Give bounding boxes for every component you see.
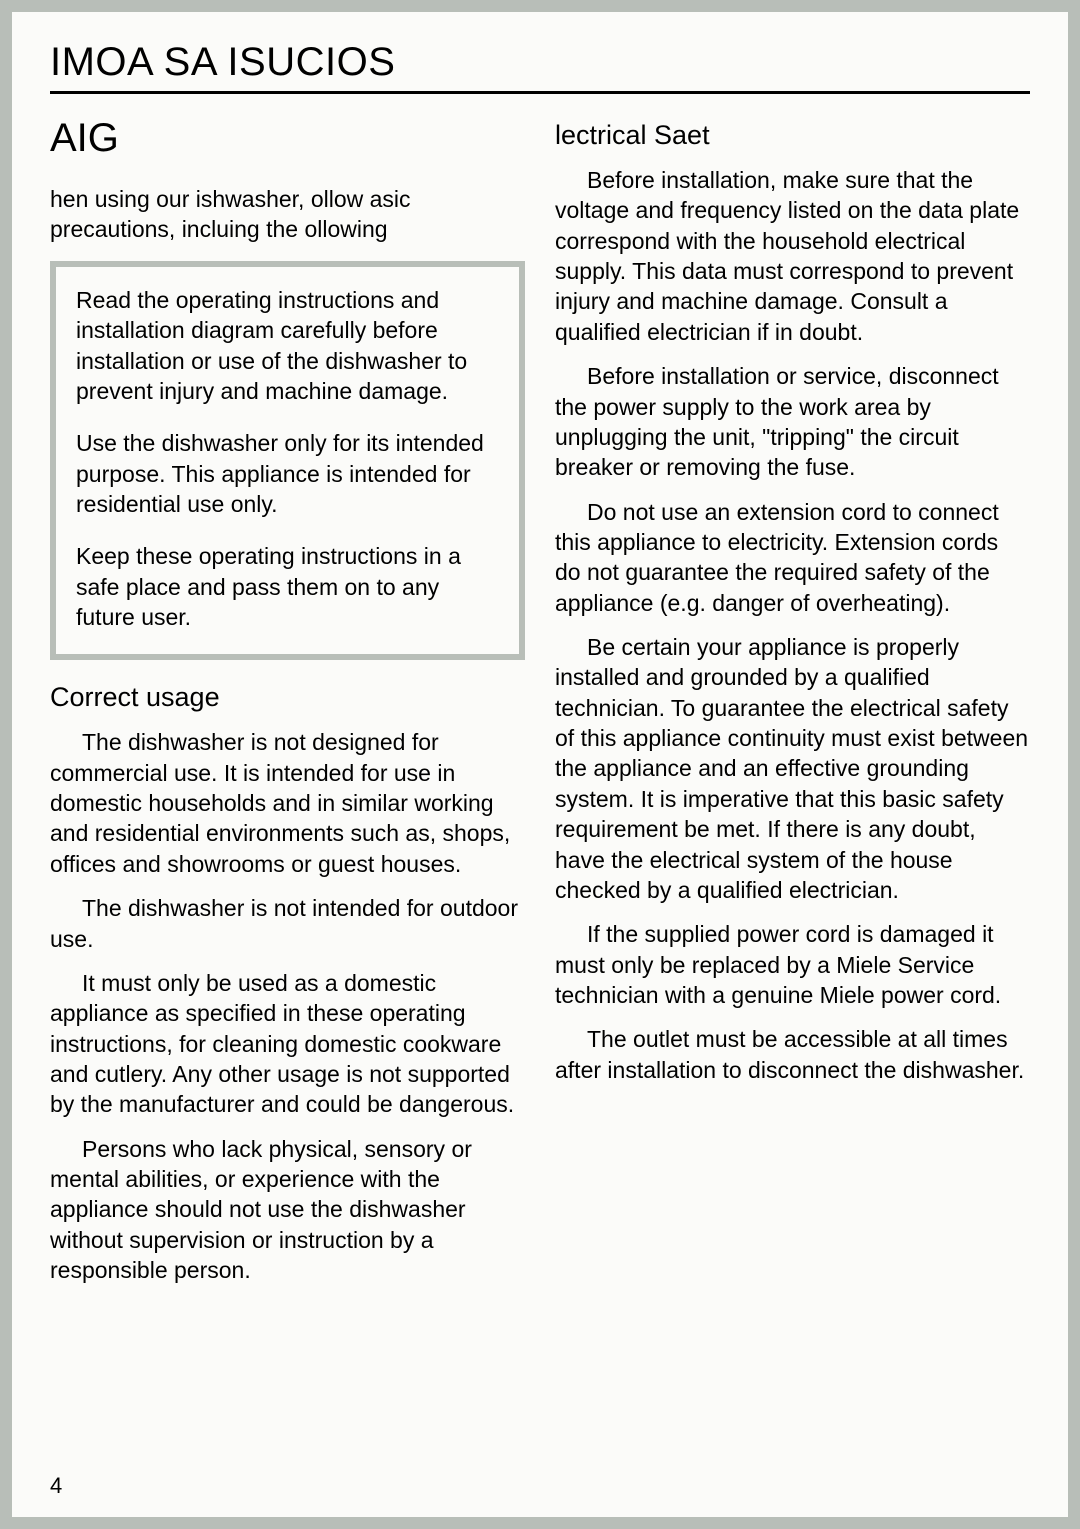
body-para: If the supplied power cord is damaged it… <box>555 919 1030 1010</box>
body-para: It must only be used as a domestic appli… <box>50 968 525 1120</box>
two-column-layout: AIG hen using our ishwasher, ollow asic … <box>50 116 1030 1285</box>
body-para: The dishwasher is not designed for comme… <box>50 727 525 879</box>
body-para: Before installation, make sure that the … <box>555 165 1030 347</box>
body-para: The outlet must be accessible at all tim… <box>555 1024 1030 1085</box>
callout-para: Read the operating instructions and inst… <box>76 285 499 406</box>
left-column: AIG hen using our ishwasher, ollow asic … <box>50 116 525 1285</box>
callout-para: Keep these operating instructions in a s… <box>76 541 499 632</box>
section-subhead: Correct usage <box>50 682 525 713</box>
body-para: The dishwasher is not intended for outdo… <box>50 893 525 954</box>
page-header: IMOA SA ISUCIOS <box>50 40 1030 94</box>
body-para: Before installation or service, disconne… <box>555 361 1030 482</box>
body-para: Persons who lack physical, sensory or me… <box>50 1134 525 1286</box>
manual-page: IMOA SA ISUCIOS AIG hen using our ishwas… <box>12 12 1068 1517</box>
warning-heading: AIG <box>50 116 525 161</box>
body-para: Be certain your appliance is properly in… <box>555 632 1030 905</box>
body-para: Do not use an extension cord to connect … <box>555 497 1030 618</box>
callout-para: Use the dishwasher only for its intended… <box>76 428 499 519</box>
right-column: lectrical Saet Before installation, make… <box>555 116 1030 1285</box>
page-number: 4 <box>50 1473 62 1499</box>
intro-text: hen using our ishwasher, ollow asic prec… <box>50 185 525 245</box>
section-subhead: lectrical Saet <box>555 120 1030 151</box>
callout-box: Read the operating instructions and inst… <box>50 261 525 661</box>
